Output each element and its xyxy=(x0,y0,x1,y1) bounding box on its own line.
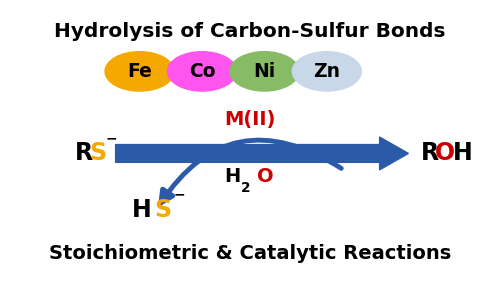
Circle shape xyxy=(230,52,299,91)
Text: Fe: Fe xyxy=(127,62,152,81)
Text: Stoichiometric & Catalytic Reactions: Stoichiometric & Catalytic Reactions xyxy=(49,244,451,263)
Text: Zn: Zn xyxy=(314,62,340,81)
Text: R: R xyxy=(420,141,438,166)
Text: O: O xyxy=(257,167,274,186)
Text: H: H xyxy=(452,141,472,166)
Text: O: O xyxy=(435,141,455,166)
Text: H: H xyxy=(132,198,152,221)
Text: Hydrolysis of Carbon-Sulfur Bonds: Hydrolysis of Carbon-Sulfur Bonds xyxy=(54,22,446,41)
FancyArrowPatch shape xyxy=(161,140,342,203)
Circle shape xyxy=(292,52,362,91)
Text: Co: Co xyxy=(189,62,215,81)
Text: 2: 2 xyxy=(240,181,250,195)
Text: S: S xyxy=(154,198,171,221)
Text: Ni: Ni xyxy=(254,62,276,81)
Text: S: S xyxy=(89,141,106,166)
Circle shape xyxy=(168,52,236,91)
Text: H: H xyxy=(224,167,240,186)
Text: −: − xyxy=(173,188,185,201)
FancyArrow shape xyxy=(116,137,408,170)
Text: M(II): M(II) xyxy=(224,110,276,129)
Text: R: R xyxy=(75,141,93,166)
Circle shape xyxy=(105,52,174,91)
Text: −: − xyxy=(105,131,117,145)
